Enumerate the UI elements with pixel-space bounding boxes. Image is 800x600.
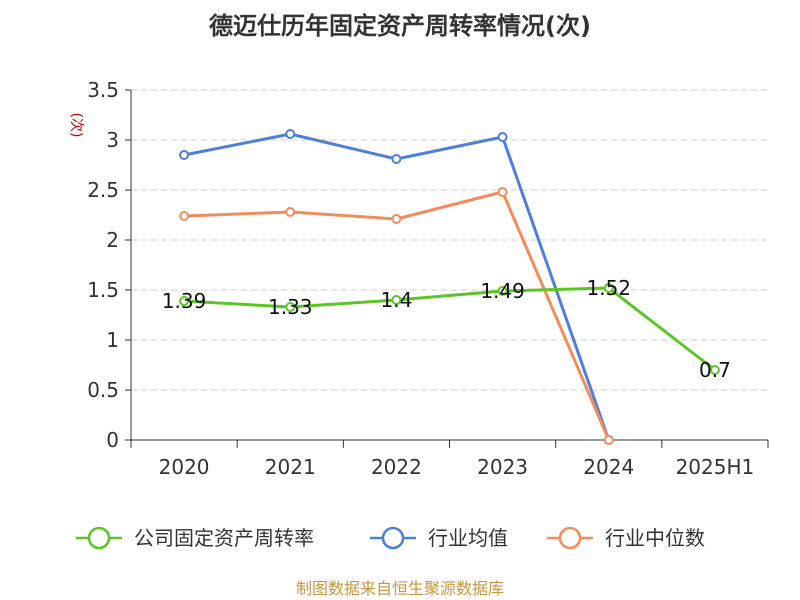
- x-tick-label: 2025H1: [676, 455, 755, 479]
- data-label: 1.4: [381, 288, 413, 312]
- data-point: [497, 132, 508, 142]
- series-line: [183, 132, 611, 441]
- series-lines: 1.39 1.33 1.4 1.49 1.52 0.7: [162, 129, 731, 445]
- y-tick-label: 1: [106, 328, 119, 352]
- y-tick-label: 0.5: [87, 378, 119, 402]
- data-point: [497, 187, 508, 197]
- x-tick-label: 2020: [159, 455, 210, 479]
- series-line: [184, 190, 611, 441]
- data-point: [179, 150, 190, 160]
- legend-swatch-marker: [381, 526, 405, 550]
- y-tick-label: 3.5: [87, 78, 119, 102]
- y-tick-label: 2.5: [87, 178, 119, 202]
- data-point: [285, 207, 296, 217]
- data-point: [179, 211, 190, 221]
- legend-label: 行业均值: [428, 526, 508, 550]
- data-point: [285, 302, 296, 312]
- chart-title: 德迈仕历年固定资产周转率情况(次): [209, 12, 591, 40]
- data-label: 1.39: [162, 289, 207, 313]
- data-label: 1.33: [268, 295, 313, 319]
- data-point: [391, 154, 402, 164]
- data-point: [179, 296, 190, 306]
- data-point: [709, 365, 720, 375]
- legend: 公司固定资产周转率 行业均值 行业中位数: [76, 526, 705, 550]
- y-axis-unit: (次): [68, 113, 84, 138]
- data-point: [285, 129, 296, 139]
- data-point: [603, 435, 614, 445]
- data-point: [391, 214, 402, 224]
- x-tick-label: 2022: [371, 455, 422, 479]
- legend-swatch-marker: [87, 526, 111, 550]
- data-label: 1.52: [586, 276, 631, 300]
- source-note: 制图数据来自恒生聚源数据库: [296, 579, 504, 598]
- data-label: 1.49: [480, 279, 525, 303]
- y-tick-label: 3: [106, 128, 119, 152]
- x-tick-label: 2024: [583, 455, 634, 479]
- data-label: 0.7: [699, 358, 731, 382]
- legend-label: 行业中位数: [605, 526, 705, 550]
- x-tick-label: 2023: [477, 455, 528, 479]
- data-point: [603, 283, 614, 293]
- legend-label: 公司固定资产周转率: [134, 526, 314, 550]
- legend-swatch-marker: [558, 526, 582, 550]
- series-line: [183, 286, 716, 372]
- y-tick-label: 1.5: [87, 278, 119, 302]
- x-tick-label: 2021: [265, 455, 316, 479]
- y-tick-label: 2: [106, 228, 119, 252]
- data-point: [391, 295, 402, 305]
- y-tick-label: 0: [106, 428, 119, 452]
- grid-lines: [131, 89, 768, 391]
- data-point: [497, 286, 508, 296]
